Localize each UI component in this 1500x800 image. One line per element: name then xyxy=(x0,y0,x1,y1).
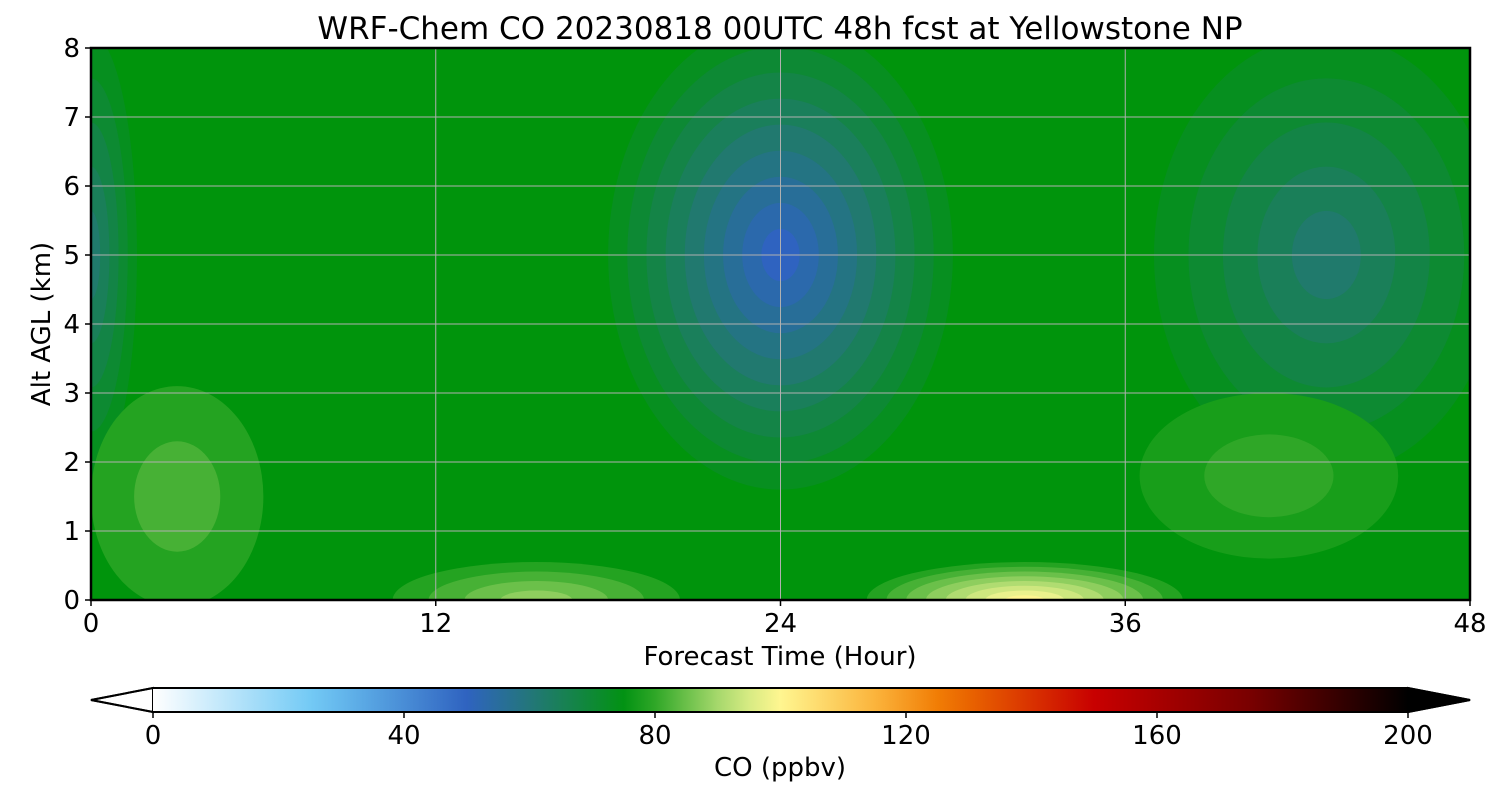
y-tick-label: 7 xyxy=(63,103,80,133)
x-tick-label: 36 xyxy=(1109,609,1142,639)
y-tick-label: 6 xyxy=(63,172,80,202)
colorbar-over-extension xyxy=(1407,686,1471,714)
contour-surface-secondary xyxy=(392,562,680,600)
colorbar-tick-label: 160 xyxy=(1132,721,1182,751)
chart-title: WRF-Chem CO 20230818 00UTC 48h fcst at Y… xyxy=(317,11,1242,47)
colorbar-tick-label: 40 xyxy=(387,721,420,751)
y-tick-label: 8 xyxy=(63,34,80,64)
colorbar-tick-label: 120 xyxy=(881,721,931,751)
y-tick-label: 4 xyxy=(63,310,80,340)
colorbar-tick-label: 200 xyxy=(1383,721,1433,751)
contour-left-upper-teal xyxy=(91,48,137,476)
y-tick-label: 2 xyxy=(63,448,80,478)
contour-left-lowlevel-plume xyxy=(91,386,264,600)
colorbar-gradient xyxy=(153,688,1408,712)
x-axis: 0 12 24 36 48 xyxy=(83,600,1487,639)
colorbar-tick-label: 0 xyxy=(145,721,162,751)
y-tick-label: 5 xyxy=(63,241,80,271)
y-tick-label: 1 xyxy=(63,517,80,547)
x-tick-label: 0 xyxy=(83,609,100,639)
contour-band xyxy=(134,441,221,552)
y-tick-label: 3 xyxy=(63,379,80,409)
x-tick-label: 48 xyxy=(1453,609,1486,639)
y-axis: 0 1 2 3 4 5 6 7 8 xyxy=(63,34,91,616)
colorbar: 0 40 80 120 160 200 CO (ppbv) xyxy=(90,686,1471,783)
x-tick-label: 12 xyxy=(419,609,452,639)
colorbar-label: CO (ppbv) xyxy=(714,753,846,783)
x-axis-label: Forecast Time (Hour) xyxy=(643,642,916,672)
y-axis-label: Alt AGL (km) xyxy=(27,242,57,406)
contour-band xyxy=(500,590,573,600)
x-tick-label: 24 xyxy=(764,609,797,639)
colorbar-under-extension xyxy=(90,686,154,714)
colorbar-ticks: 0 40 80 120 160 200 xyxy=(145,712,1433,751)
contour-band xyxy=(1204,434,1334,518)
contour-right-lowlevel-plume xyxy=(1139,393,1399,559)
co-field xyxy=(91,48,1470,600)
y-tick-label: 0 xyxy=(63,586,80,616)
plot-area xyxy=(89,46,1472,602)
colorbar-tick-label: 80 xyxy=(638,721,671,751)
contour-surface-maximum xyxy=(866,562,1183,600)
